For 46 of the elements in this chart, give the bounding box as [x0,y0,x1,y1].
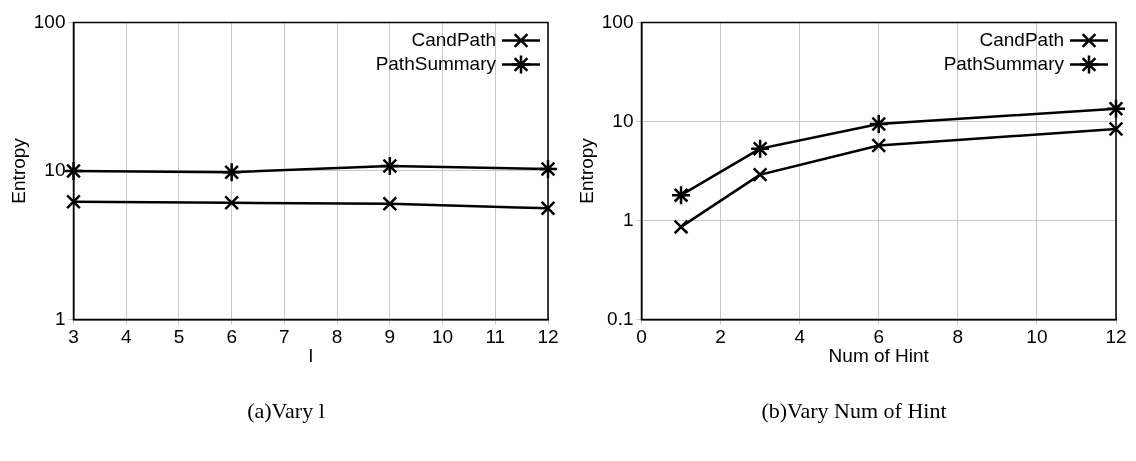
text: (b)Vary Num of Hint [760,398,948,424]
legend-label: CandPath [979,28,1064,50]
point [224,195,240,211]
x-tick-label: 4 [120,326,132,348]
x-tick-label: 10 [1026,326,1048,348]
point [379,155,401,177]
point [63,160,84,182]
x-tick-label: 4 [794,326,806,348]
x-tick-label: 6 [226,326,237,348]
x-tick-label: 9 [384,326,396,348]
x-axis-title: l [308,344,313,366]
x-tick-label: 8 [952,326,964,348]
point [673,219,689,235]
x-tick-label: 10 [431,326,454,348]
y-tick-label: 100 [33,10,66,32]
legend-label: PathSummary [375,52,497,74]
x-tick-label: 12 [1105,326,1127,348]
y-axis-title: Entropy [7,137,29,204]
x-tick-label: 0 [636,326,647,348]
x-tick-label: 8 [331,326,343,348]
legend-label: PathSummary [943,52,1065,74]
y-axis-title: Entropy [575,137,597,204]
point [868,113,889,135]
point [65,194,82,210]
y-tick-label: 1 [54,307,66,329]
text: (a)Vary l [246,398,326,424]
point [752,167,768,183]
y-tick-label: 100 [601,10,634,32]
point [871,137,887,154]
point [1108,121,1124,137]
point [382,196,398,212]
point [221,161,242,183]
x-tick-label: 12 [537,326,559,348]
y-tick-label: 10 [612,109,634,131]
y-tick-label: 1 [622,208,634,230]
y-tick-label: 10 [44,159,66,181]
x-tick-label: 2 [715,326,726,348]
y-tick-label: 0.1 [607,307,634,329]
point [540,200,556,216]
x-tick-label: 11 [485,326,506,348]
point [670,184,692,206]
x-tick-label: 7 [279,326,290,348]
point [749,138,771,159]
x-tick-label: 5 [173,326,185,348]
x-tick-label: 3 [68,326,79,348]
legend-label: CandPath [411,28,496,50]
